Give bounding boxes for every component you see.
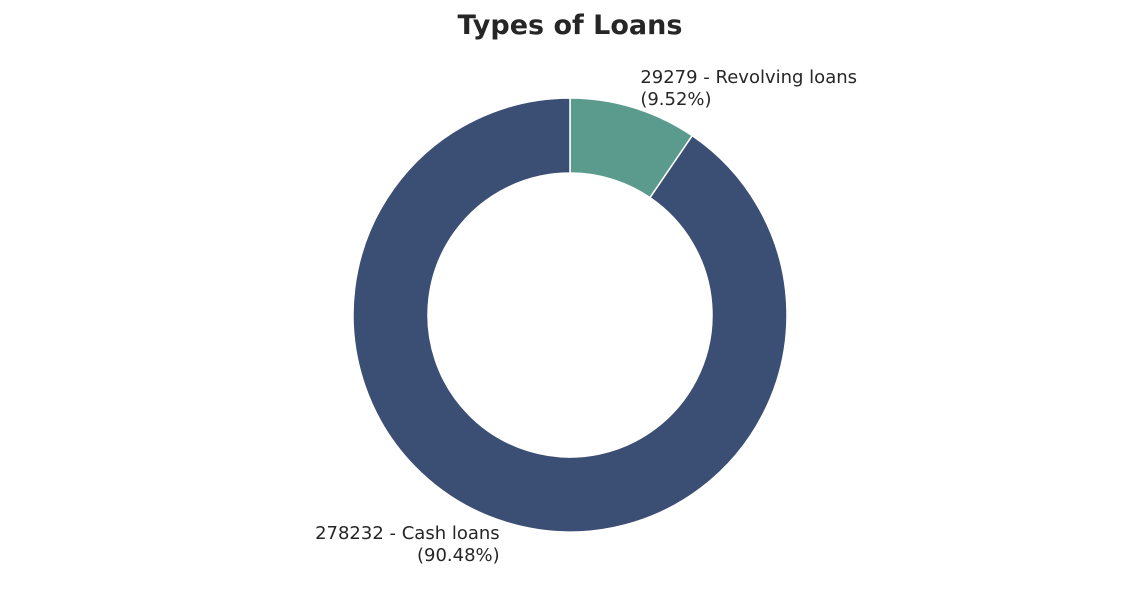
slice-label-cash-loans: 278232 - Cash loans (90.48%) xyxy=(315,523,500,566)
slice-cash-loans xyxy=(352,97,788,533)
slice-labels: 29279 - Revolving loans (9.52%) 278232 - C… xyxy=(315,67,857,566)
slice-label-percent-cash-loans: (90.48%) xyxy=(417,545,500,566)
chart-title: Types of Loans xyxy=(458,10,683,41)
donut-slices xyxy=(352,97,788,533)
slice-label-value-revolving-loans: 29279 - Revolving loans xyxy=(640,67,857,88)
slice-label-percent-revolving-loans: (9.52%) xyxy=(640,89,711,110)
slice-label-value-cash-loans: 278232 - Cash loans xyxy=(315,523,500,544)
slice-label-revolving-loans: 29279 - Revolving loans (9.52%) xyxy=(640,67,857,110)
